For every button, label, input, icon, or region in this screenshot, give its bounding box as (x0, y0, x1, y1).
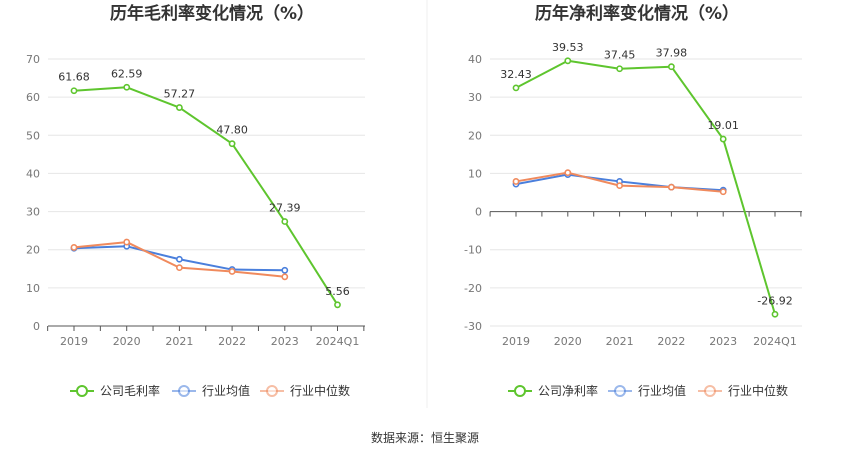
legend-item-median: 行业中位数 (698, 383, 788, 398)
x-tick-label: 2022 (218, 335, 246, 348)
y-tick-label: 70 (26, 53, 40, 66)
data-point-median (123, 238, 131, 246)
y-tick-label: -10 (464, 244, 482, 257)
data-point-company (668, 63, 675, 71)
series-line-company (515, 59, 776, 315)
legend-item-company: 公司毛利率 (70, 383, 160, 398)
data-label: 27.39 (269, 202, 301, 215)
x-tick-label: 2019 (60, 335, 88, 348)
data-label: 37.98 (656, 47, 688, 60)
legend-label: 行业均值 (638, 383, 686, 398)
y-tick-label: 20 (468, 129, 482, 142)
data-label: 5.56 (325, 285, 350, 298)
data-point-company (616, 65, 623, 73)
data-point-company (228, 140, 236, 148)
legend-label: 行业均值 (202, 383, 250, 398)
legend-marker (704, 385, 716, 397)
y-tick-label: 20 (26, 244, 40, 257)
legend-item-avg: 行业均值 (172, 383, 250, 398)
legend-marker (178, 385, 190, 397)
data-point-company (70, 87, 78, 95)
y-tick-label: 10 (26, 282, 40, 295)
legend-label: 行业中位数 (290, 383, 350, 398)
data-label: 47.80 (216, 124, 248, 137)
legend-item-median: 行业中位数 (260, 383, 350, 398)
data-point-median (228, 268, 236, 275)
y-tick-label: 30 (26, 206, 40, 219)
legend-label: 公司毛利率 (100, 383, 160, 398)
x-tick-label: 2023 (709, 335, 737, 348)
y-tick-label: -20 (464, 282, 482, 295)
legend-item-company: 公司净利率 (508, 383, 598, 398)
data-point-median (564, 169, 572, 177)
data-point-median (616, 182, 623, 190)
data-point-avg (281, 266, 289, 274)
x-tick-label: 2021 (165, 335, 193, 348)
y-tick-label: 0 (475, 206, 482, 219)
chart-2: 历年净利率变化情况（%） -30 -20 -10 0 10 20 30 40 2019 2020 20… (464, 3, 802, 398)
x-tick-label: 2020 (554, 335, 582, 348)
y-tick-label: 0 (33, 320, 40, 333)
data-label: 61.68 (58, 71, 90, 84)
y-tick-label: -30 (464, 320, 482, 333)
y-tick-label: 60 (26, 91, 40, 104)
data-point-company (512, 84, 520, 92)
x-tick-label: 2024Q1 (316, 335, 360, 348)
legend-marker (76, 385, 88, 397)
data-point-avg (175, 255, 183, 263)
legend-marker (266, 385, 278, 397)
data-point-median (719, 188, 727, 196)
x-tick-label: 2023 (271, 335, 299, 348)
data-point-median (512, 178, 520, 185)
data-label: 62.59 (111, 67, 143, 80)
legend-label: 公司净利率 (538, 383, 598, 398)
x-tick-label: 2020 (113, 335, 141, 348)
x-tick-label: 2019 (502, 335, 530, 348)
data-label: 37.45 (604, 49, 636, 62)
legend-marker (614, 385, 626, 397)
x-tick-label: 2021 (606, 335, 634, 348)
source-note: 数据来源：恒生聚源 (371, 430, 479, 445)
x-tick-label: 2022 (657, 335, 685, 348)
y-tick-label: 10 (468, 167, 482, 180)
data-point-company (281, 218, 289, 225)
series-line-company (73, 86, 339, 306)
legend-label: 行业中位数 (728, 383, 788, 398)
y-tick-label: 30 (468, 91, 482, 104)
data-point-company (175, 104, 183, 111)
x-tick-label: 2024Q1 (753, 335, 797, 348)
y-tick-label: 40 (26, 167, 40, 180)
y-tick-label: 40 (468, 53, 482, 66)
data-point-company (564, 57, 572, 65)
legend-item-avg: 行业均值 (608, 383, 686, 398)
data-point-company (719, 135, 727, 143)
data-point-company (771, 310, 779, 318)
data-point-company (123, 83, 131, 91)
data-label: 19.01 (707, 119, 739, 132)
data-label: -26.92 (757, 294, 792, 307)
data-point-company (334, 301, 341, 309)
data-point-median (668, 183, 675, 191)
chart-1: 历年毛利率变化情况（%） 0 10 20 30 40 50 60 70 2019 2020 2021 2… (26, 3, 365, 398)
chart-title: 历年毛利率变化情况（%） (110, 3, 314, 24)
data-label: 32.43 (500, 68, 532, 81)
data-point-median (175, 264, 183, 272)
data-point-median (281, 273, 289, 281)
chart-title: 历年净利率变化情况（%） (535, 3, 739, 24)
y-tick-label: 50 (26, 129, 40, 142)
data-point-median (70, 244, 78, 251)
data-label: 57.27 (164, 88, 196, 101)
data-label: 39.53 (552, 41, 584, 54)
legend-marker (514, 385, 526, 397)
